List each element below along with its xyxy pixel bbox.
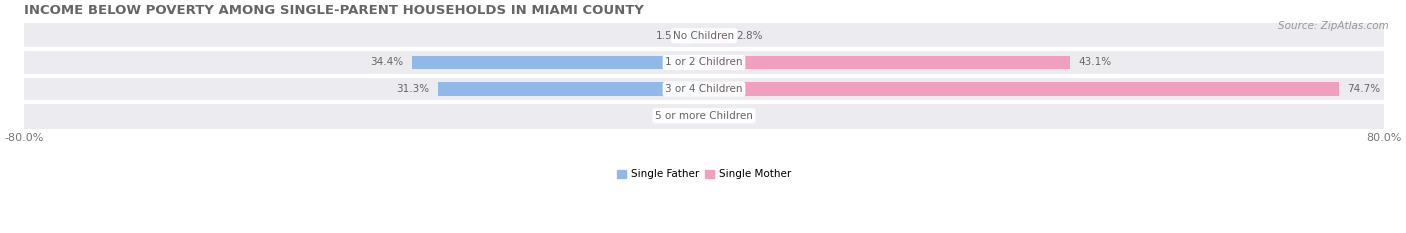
Bar <box>0 76 1406 103</box>
Bar <box>412 55 704 69</box>
Bar <box>704 82 1339 96</box>
Text: 74.7%: 74.7% <box>1347 84 1381 94</box>
Bar <box>692 29 704 43</box>
Text: INCOME BELOW POVERTY AMONG SINGLE-PARENT HOUSEHOLDS IN MIAMI COUNTY: INCOME BELOW POVERTY AMONG SINGLE-PARENT… <box>24 4 644 17</box>
Text: 3 or 4 Children: 3 or 4 Children <box>665 84 742 94</box>
Text: 43.1%: 43.1% <box>1078 58 1112 68</box>
Text: No Children: No Children <box>673 31 734 41</box>
Bar <box>0 49 1406 76</box>
Bar <box>437 82 704 96</box>
Text: 0.0%: 0.0% <box>665 111 692 121</box>
Text: 1 or 2 Children: 1 or 2 Children <box>665 58 742 68</box>
Legend: Single Father, Single Mother: Single Father, Single Mother <box>617 169 792 179</box>
Bar <box>704 29 728 43</box>
Bar <box>0 103 1406 129</box>
Text: 5 or more Children: 5 or more Children <box>655 111 754 121</box>
Text: Source: ZipAtlas.com: Source: ZipAtlas.com <box>1278 21 1389 31</box>
Bar <box>704 55 1070 69</box>
Text: 31.3%: 31.3% <box>396 84 429 94</box>
Bar <box>0 23 1406 49</box>
Text: 1.5%: 1.5% <box>657 31 683 41</box>
Text: 0.0%: 0.0% <box>717 111 742 121</box>
Text: 34.4%: 34.4% <box>370 58 404 68</box>
Text: 2.8%: 2.8% <box>737 31 763 41</box>
